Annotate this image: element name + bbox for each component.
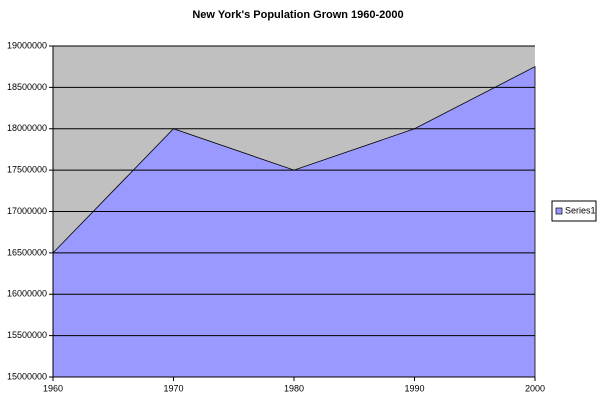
y-tick-label: 15000000 [7,371,47,381]
y-tick-label: 17500000 [7,165,47,175]
x-tick-label: 1970 [163,383,183,393]
legend-label: Series1 [565,205,596,215]
y-tick-label: 15500000 [7,330,47,340]
x-tick-label: 1980 [284,383,304,393]
x-tick-label: 1990 [404,383,424,393]
x-tick-label: 2000 [525,383,545,393]
area [52,66,536,378]
y-tick-label: 16500000 [7,247,47,257]
legend [551,200,597,222]
y-tick-label: 19000000 [7,40,47,50]
legend-swatch [555,207,563,215]
y-tick-label: 18500000 [7,82,47,92]
y-tick-label: 18000000 [7,123,47,133]
chart-title: New York's Population Grown 1960-2000 [192,9,403,21]
y-tick-label: 17000000 [7,206,47,216]
y-tick-label: 16000000 [7,289,47,299]
x-tick-label: 1960 [43,383,63,393]
